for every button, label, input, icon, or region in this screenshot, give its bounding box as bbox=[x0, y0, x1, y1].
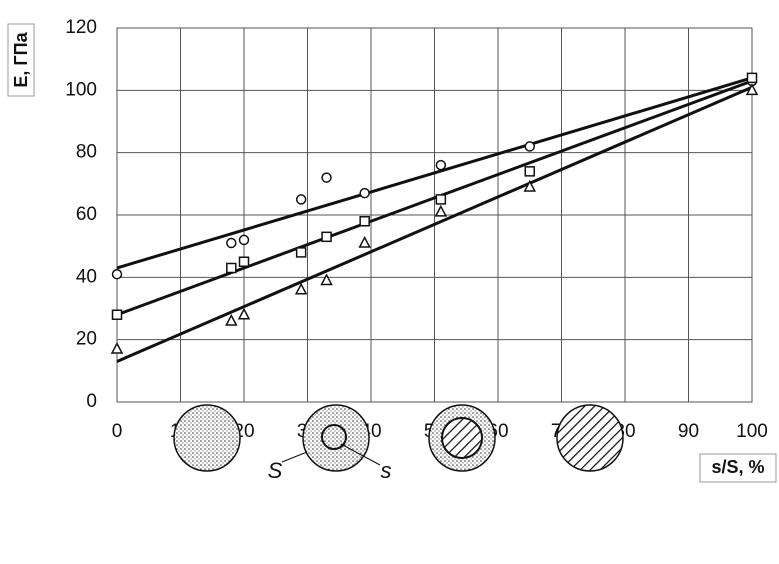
x-axis-title: s/S, % bbox=[699, 453, 777, 483]
point bbox=[320, 273, 333, 286]
y-tick-label: 40 bbox=[76, 266, 97, 287]
point bbox=[523, 179, 536, 192]
point bbox=[110, 341, 124, 354]
point bbox=[359, 215, 370, 227]
y-tick-label: 20 bbox=[76, 329, 97, 350]
axis-title-box bbox=[699, 453, 777, 483]
cross-sections: S s bbox=[173, 404, 624, 483]
point bbox=[295, 194, 307, 205]
point bbox=[321, 231, 332, 243]
figure-label: s bbox=[381, 458, 392, 483]
x-tick-label: 100 bbox=[736, 421, 768, 442]
y-axis-title: E, ГПа bbox=[7, 23, 35, 97]
x-axis-label: s/S, % bbox=[711, 457, 764, 477]
y-tick-label: 80 bbox=[76, 142, 97, 163]
point bbox=[746, 72, 758, 84]
point bbox=[435, 194, 447, 205]
section-inner bbox=[321, 424, 347, 450]
leader-line bbox=[340, 443, 381, 466]
y-tick-label: 120 bbox=[65, 17, 97, 38]
leader-line bbox=[281, 451, 308, 463]
x-tick-label: 0 bbox=[112, 421, 123, 442]
trend-line bbox=[116, 79, 753, 317]
plot-area: 0204060801001200102030405060708090100 bbox=[65, 17, 768, 442]
section-inner bbox=[441, 417, 483, 459]
y-tick-label: 100 bbox=[65, 79, 97, 100]
section-hatched bbox=[556, 404, 624, 472]
point bbox=[745, 83, 759, 96]
point bbox=[237, 307, 251, 320]
point bbox=[225, 313, 238, 326]
section-solid bbox=[173, 404, 241, 472]
point bbox=[226, 237, 237, 249]
figure-label: S bbox=[268, 458, 283, 483]
point bbox=[111, 309, 123, 320]
trend-line bbox=[116, 85, 753, 363]
point bbox=[434, 204, 448, 217]
point bbox=[524, 166, 535, 177]
point bbox=[524, 141, 535, 152]
point bbox=[111, 268, 123, 280]
point bbox=[238, 256, 250, 267]
trend-line bbox=[116, 76, 753, 270]
point bbox=[435, 159, 447, 171]
y-tick-label: 60 bbox=[76, 204, 97, 225]
point bbox=[226, 262, 237, 274]
point bbox=[321, 172, 332, 183]
point bbox=[358, 235, 371, 248]
point bbox=[238, 234, 250, 246]
point bbox=[294, 282, 308, 295]
point bbox=[295, 247, 307, 258]
y-tick-label: 0 bbox=[86, 391, 97, 412]
y-axis-label: E, ГПа bbox=[11, 31, 31, 87]
axis-title-box bbox=[7, 23, 35, 97]
x-tick-label: 90 bbox=[678, 421, 699, 442]
point bbox=[359, 187, 370, 199]
